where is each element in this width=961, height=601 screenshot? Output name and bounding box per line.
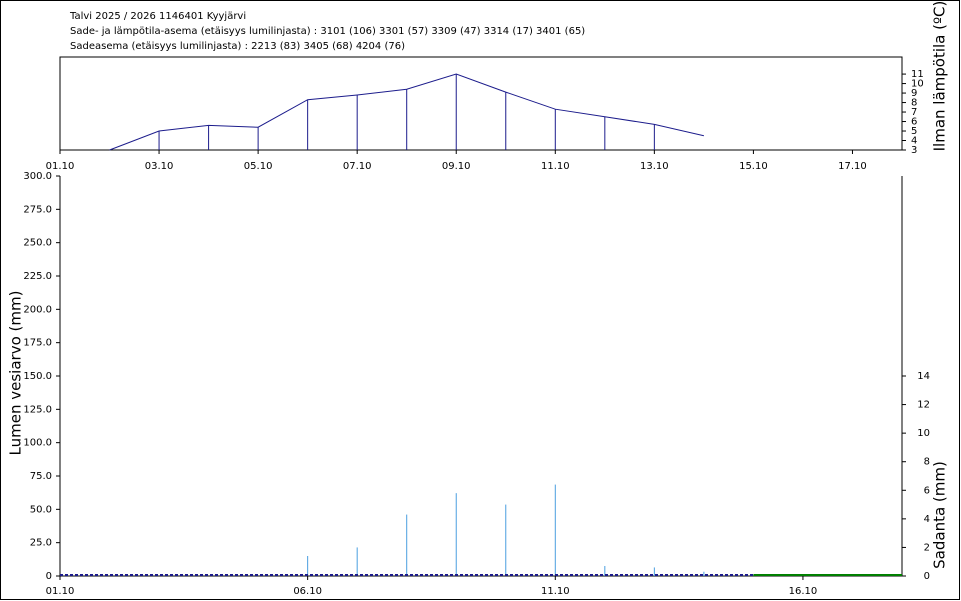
- x-tick-label: 09.10: [442, 161, 471, 172]
- x-tick-label: 03.10: [145, 161, 174, 172]
- y-tick-label: 25.0: [30, 538, 52, 549]
- y-tick-label: 200.0: [23, 304, 52, 315]
- x-tick-label: 17.10: [838, 161, 867, 172]
- y2-axis-title: Sadanta (mm): [931, 461, 949, 569]
- y2-tick-label: 12: [917, 400, 930, 411]
- x-tick-label: 01.10: [46, 586, 75, 597]
- header-line: Talvi 2025 / 2026 1146401 Kyyjärvi: [69, 11, 246, 22]
- y-tick-label: 275.0: [23, 204, 52, 215]
- x-tick-label: 01.10: [46, 161, 75, 172]
- y-tick-label: 8: [911, 98, 917, 109]
- x-tick-label: 15.10: [739, 161, 768, 172]
- x-tick-label: 16.10: [789, 586, 818, 597]
- y-tick-label: 250.0: [23, 238, 52, 249]
- y-tick-label: 75.0: [30, 471, 52, 482]
- x-tick-label: 11.10: [541, 586, 570, 597]
- y-tick-label: 300.0: [23, 171, 52, 182]
- y-tick-label: 50.0: [30, 504, 52, 515]
- x-tick-label: 11.10: [541, 161, 570, 172]
- y-tick-label: 5: [911, 126, 917, 137]
- y2-tick-label: 0: [924, 571, 930, 582]
- y2-tick-label: 14: [917, 371, 930, 382]
- y-tick-label: 9: [911, 88, 917, 99]
- x-tick-label: 05.10: [244, 161, 273, 172]
- y-tick-label: 11: [911, 69, 924, 80]
- y-tick-label: 100.0: [23, 438, 52, 449]
- x-tick-label: 07.10: [343, 161, 372, 172]
- y-tick-label: 175.0: [23, 338, 52, 349]
- y-axis-title: Ilman lämpötila (ºC): [931, 1, 949, 152]
- y2-tick-label: 2: [924, 542, 930, 553]
- header-line: Sade- ja lämpötila-asema (etäisyys lumil…: [70, 26, 585, 37]
- y-tick-label: 4: [911, 136, 917, 147]
- y2-tick-label: 4: [924, 514, 930, 525]
- y-tick-label: 0: [46, 571, 52, 582]
- y-tick-label: 225.0: [23, 271, 52, 282]
- y-tick-label: 10: [911, 79, 924, 90]
- y2-tick-label: 10: [917, 428, 930, 439]
- plot-frame: [59, 56, 903, 151]
- y-tick-label: 6: [911, 117, 917, 128]
- temp-line: [109, 73, 704, 151]
- y-tick-label: 125.0: [23, 404, 52, 415]
- y2-tick-label: 8: [924, 457, 930, 468]
- x-tick-label: 06.10: [293, 586, 322, 597]
- y-tick-label: 3: [911, 145, 917, 156]
- y-axis-title: Lumen vesiarvo (mm): [7, 291, 25, 456]
- y2-tick-label: 6: [924, 485, 930, 496]
- y-tick-label: 7: [911, 107, 917, 118]
- y-tick-label: 150.0: [23, 371, 52, 382]
- header-line: Sadeasema (etäisyys lumilinjasta) : 2213…: [70, 41, 405, 52]
- x-tick-label: 13.10: [640, 161, 669, 172]
